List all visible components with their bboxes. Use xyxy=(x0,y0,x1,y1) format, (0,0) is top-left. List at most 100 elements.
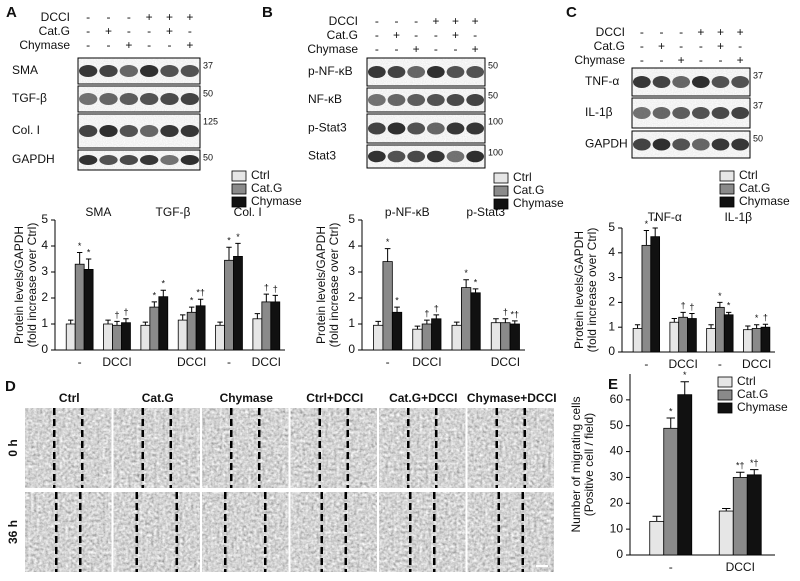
mw-marker: 50 xyxy=(203,152,213,162)
y-axis-label: Protein levels/GAPDH xyxy=(12,226,26,344)
bar xyxy=(195,305,206,351)
bar xyxy=(723,314,734,353)
significance-mark: † xyxy=(273,284,278,294)
bar xyxy=(677,394,693,556)
condition-sign: - xyxy=(738,39,742,53)
y-tick-label: 1 xyxy=(608,319,615,333)
significance-mark: * xyxy=(474,277,478,287)
blot-band xyxy=(426,122,445,135)
condition-label: Cat.G xyxy=(39,24,70,38)
blot-row-label: TNF-α xyxy=(585,74,619,88)
significance-mark: * xyxy=(78,241,82,251)
column-label: Ctrl xyxy=(59,391,80,405)
blot-band xyxy=(387,150,406,163)
significance-mark: * xyxy=(683,370,687,380)
bar xyxy=(715,306,725,353)
blot-border xyxy=(366,57,486,87)
y-tick-label: 3 xyxy=(41,264,48,278)
blot-band xyxy=(466,94,485,106)
condition-sign: + xyxy=(717,25,724,39)
condition-label: Cat.G xyxy=(327,28,358,42)
bar xyxy=(451,324,462,351)
condition-sign: - xyxy=(434,42,438,56)
blot-border xyxy=(77,85,201,113)
blot-band xyxy=(731,107,750,119)
error-bar xyxy=(762,323,769,328)
bar xyxy=(103,323,113,351)
significance-mark: * xyxy=(395,295,399,305)
condition-sign: - xyxy=(434,28,438,42)
y-tick-label: 60 xyxy=(610,392,624,406)
blot-border xyxy=(366,144,486,169)
blot-band xyxy=(407,122,426,135)
bar xyxy=(760,326,771,353)
legend-swatch xyxy=(717,389,733,401)
blot-row-label: TGF-β xyxy=(12,91,47,105)
bar xyxy=(140,324,151,351)
group-label: TGF-β xyxy=(156,205,191,219)
condition-label: Chymase xyxy=(307,42,358,56)
micrograph xyxy=(113,408,200,488)
bar xyxy=(421,323,432,351)
blot-band xyxy=(79,155,98,165)
bar xyxy=(177,319,188,351)
bar xyxy=(65,323,76,351)
condition-sign: - xyxy=(395,42,399,56)
bar xyxy=(74,263,85,351)
error-bar xyxy=(272,294,278,302)
blot-band xyxy=(99,155,118,165)
blot-band xyxy=(387,66,406,78)
condition-sign: + xyxy=(697,25,704,39)
error-bar xyxy=(708,324,714,329)
blot-band xyxy=(99,93,118,105)
error-bar xyxy=(142,321,149,326)
condition-sign: + xyxy=(166,10,173,24)
blot-band xyxy=(79,93,98,105)
condition-sign: - xyxy=(640,25,644,39)
blot-row-label: SMA xyxy=(12,63,38,77)
blot-band xyxy=(367,66,386,78)
significance-mark: * xyxy=(236,232,240,242)
blot-band xyxy=(711,76,730,88)
blot-band xyxy=(160,65,179,77)
bar xyxy=(632,328,643,353)
error-bar xyxy=(180,314,186,321)
blot-band xyxy=(466,122,485,135)
legend-label: Cat.G xyxy=(739,181,770,195)
condition-sign: + xyxy=(166,24,173,38)
error-bar xyxy=(197,298,204,306)
error-bar xyxy=(753,324,760,329)
condition-sign: + xyxy=(472,42,479,56)
blot-band xyxy=(426,150,445,163)
blot-band xyxy=(119,65,138,77)
condition-sign: - xyxy=(168,38,172,52)
condition-label: Cat.G xyxy=(594,39,625,53)
error-bar xyxy=(652,227,658,237)
y-axis-label: Number of migrating cells xyxy=(569,396,583,532)
significance-mark: † xyxy=(123,307,128,317)
condition-sign: - xyxy=(414,14,418,28)
bar xyxy=(112,324,122,351)
condition-label: DCCI xyxy=(596,25,625,39)
bar xyxy=(224,259,234,351)
condition-sign: + xyxy=(452,28,459,42)
condition-sign: + xyxy=(125,38,132,52)
significance-mark: * xyxy=(386,237,390,247)
significance-mark: † xyxy=(434,303,439,313)
error-bar xyxy=(726,311,732,315)
blot-band xyxy=(446,94,465,106)
condition-sign: - xyxy=(107,38,111,52)
error-bar xyxy=(433,314,440,319)
error-bar xyxy=(745,325,751,330)
mw-marker: 37 xyxy=(203,60,213,70)
error-bar xyxy=(453,321,460,326)
significance-mark: * xyxy=(645,219,649,229)
error-bar xyxy=(85,258,92,270)
condition-label: Chymase xyxy=(19,38,70,52)
y-tick-label: 2 xyxy=(41,290,48,304)
bar xyxy=(391,311,403,351)
y-tick-label: 0 xyxy=(348,342,355,356)
micrograph xyxy=(202,408,289,488)
blot-band xyxy=(160,93,179,105)
significance-mark: † xyxy=(681,301,686,311)
